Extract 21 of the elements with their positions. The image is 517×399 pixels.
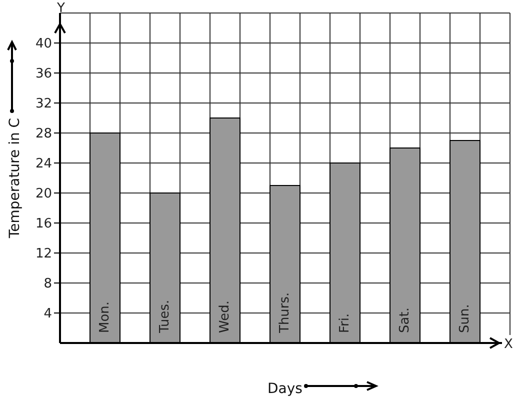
y-axis-title: Temperature in C <box>6 118 23 240</box>
x-tick-label: Wed. <box>218 300 232 333</box>
y-tick-label: 24 <box>35 156 52 172</box>
y-tick-label: 40 <box>35 36 52 52</box>
y-tick-label: 16 <box>35 216 52 232</box>
y-tick-label: 20 <box>35 186 52 202</box>
x-tick-label: Tues. <box>158 300 172 334</box>
x-tick-label: Fri. <box>338 313 352 333</box>
x-tick-label: Sat. <box>398 308 412 333</box>
y-tick-label: 8 <box>44 276 52 292</box>
y-tick-label: 12 <box>35 246 52 262</box>
x-tick-label: Sun. <box>458 304 472 333</box>
annotation: Y <box>56 1 66 16</box>
x-tick-label: Mon. <box>98 301 112 333</box>
x-tick-label: Thurs. <box>278 292 292 334</box>
y-tick-label: 28 <box>35 126 52 142</box>
x-axis-title: Days <box>268 381 302 397</box>
annotation: X <box>504 337 513 352</box>
y-tick-label: 4 <box>44 306 52 322</box>
y-tick-label: 36 <box>35 66 52 82</box>
y-tick-label: 32 <box>35 96 52 112</box>
